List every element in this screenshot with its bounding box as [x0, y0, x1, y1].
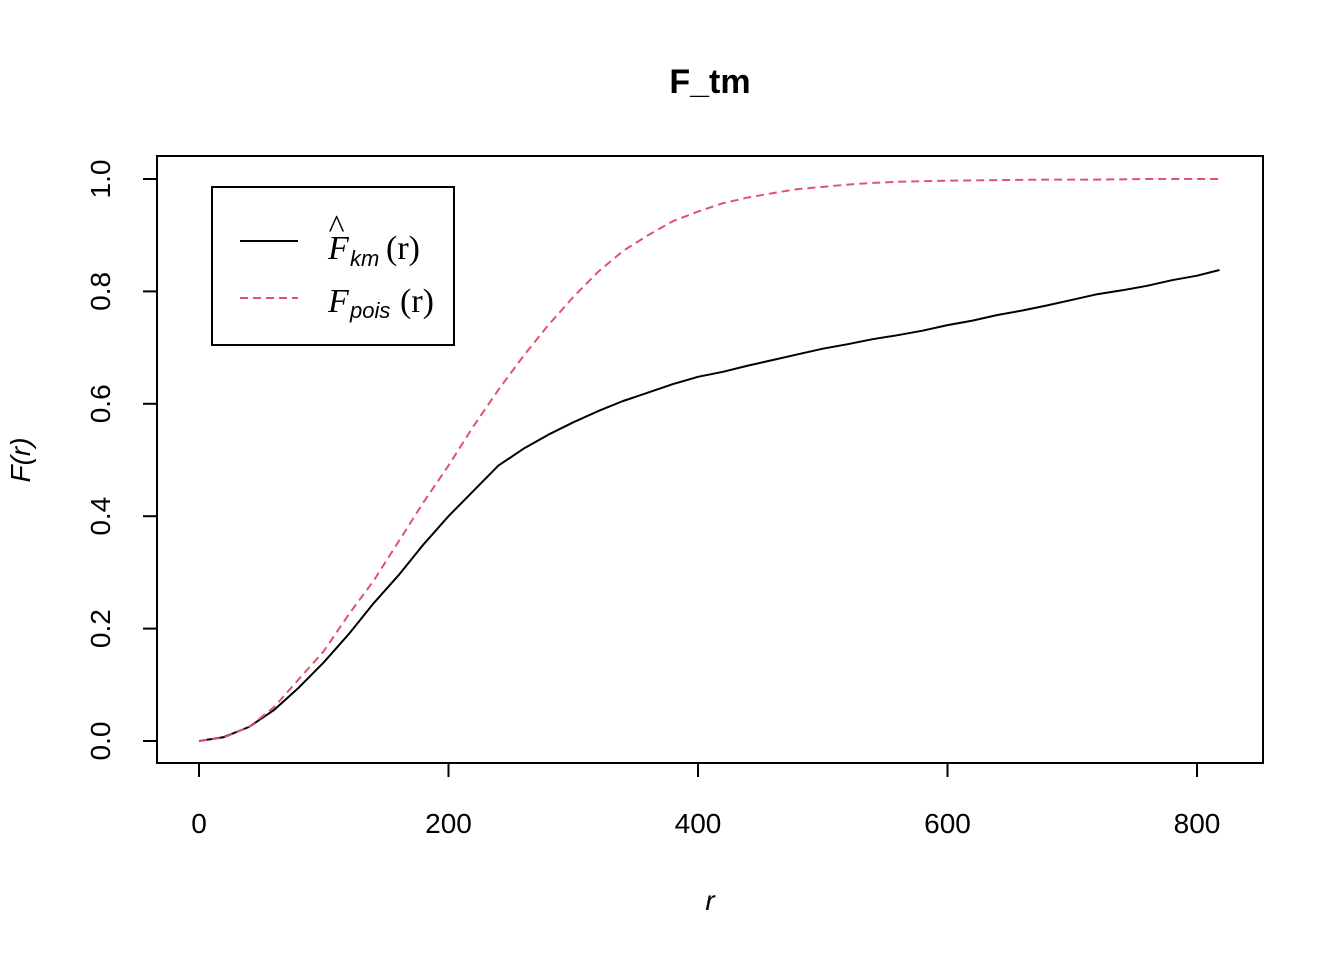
- y-tick-label-1.0: 1.0: [85, 160, 116, 199]
- legend-label-fpois: F pois (r): [327, 283, 434, 323]
- x-axis-label: r: [705, 885, 716, 916]
- y-axis: 0.0 0.2 0.4 0.6 0.8 1.0: [85, 160, 158, 761]
- series-line-fpois: [198, 178, 1220, 742]
- series-layer: [198, 178, 1220, 742]
- legend-sub-fpois: pois: [349, 298, 390, 323]
- x-axis: 0 200 400 600 800: [191, 762, 1221, 839]
- legend-hat-fkm: ^: [328, 209, 345, 246]
- series-line-fkm: [198, 269, 1220, 742]
- x-tick-label-200: 200: [425, 808, 472, 839]
- legend-main-fpois: F: [327, 283, 350, 320]
- y-tick-label-0.4: 0.4: [85, 497, 116, 536]
- legend: ^ F km (r) F pois (r): [211, 186, 455, 346]
- x-tick-label-400: 400: [675, 808, 722, 839]
- x-tick-label-800: 800: [1174, 808, 1221, 839]
- y-axis-label: F(r): [5, 437, 36, 482]
- legend-box: [211, 186, 455, 346]
- chart-title: F_tm: [669, 63, 750, 101]
- y-tick-label-0.2: 0.2: [85, 609, 116, 648]
- y-tick-label-0.0: 0.0: [85, 722, 116, 761]
- legend-arg-fkm: (r): [386, 230, 420, 267]
- x-tick-label-600: 600: [924, 808, 971, 839]
- y-tick-label-0.8: 0.8: [85, 272, 116, 311]
- y-tick-label-0.6: 0.6: [85, 384, 116, 423]
- legend-arg-fpois: (r): [400, 283, 434, 320]
- legend-main-fkm: F: [327, 230, 350, 267]
- legend-sub-fkm: km: [350, 246, 379, 271]
- legend-label-fkm: ^ F km (r): [327, 209, 420, 271]
- x-tick-label-0: 0: [191, 808, 207, 839]
